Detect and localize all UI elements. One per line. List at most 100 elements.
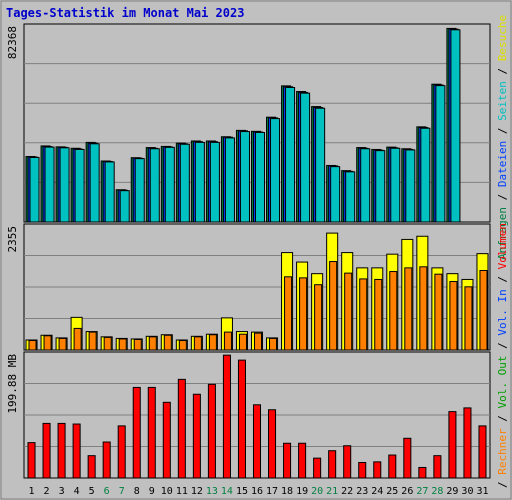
legend-entry: / (496, 269, 509, 289)
bar-seiten-day-15 (239, 131, 250, 223)
bar-seiten-day-4 (74, 148, 85, 223)
bar-seiten-day-16 (254, 131, 266, 223)
legend-entry: / (496, 61, 509, 81)
bar-seiten-day-23 (360, 148, 371, 223)
x-tick-label-day-29: 29 (446, 486, 458, 497)
bar-volumen-day-15 (237, 359, 246, 479)
x-tick-label-day-13: 13 (206, 486, 218, 497)
bar-seiten-day-6 (104, 161, 115, 223)
bar-seiten-day-11 (179, 143, 190, 223)
y-max-label-panel-2: 2355 (6, 226, 19, 253)
y-max-label-panel-1: 82368 (6, 26, 19, 59)
bar-volumen-day-18 (283, 442, 292, 479)
bar-seiten-day-28 (435, 85, 446, 223)
bar-volumen-day-8 (132, 386, 141, 479)
bar-rechner-day-20 (314, 284, 323, 351)
bar-seiten-day-2 (44, 146, 55, 223)
bar-volumen-day-13 (207, 383, 216, 479)
bar-rechner-day-7 (118, 338, 127, 351)
bar-rechner-day-24 (374, 278, 383, 351)
bar-volumen-day-29 (448, 411, 457, 479)
bar-seiten-day-7 (119, 190, 130, 223)
bar-rechner-day-6 (103, 336, 112, 351)
bar-rechner-day-26 (404, 267, 413, 351)
bar-seiten-day-24 (375, 150, 386, 223)
legend-entry: / (496, 409, 509, 429)
legend-entry: Volumen (496, 223, 509, 269)
x-tick-label-day-1: 1 (29, 486, 35, 497)
bar-seiten-day-21 (330, 166, 341, 223)
bar-seiten-day-9 (149, 148, 160, 223)
bar-volumen-day-5 (87, 455, 96, 479)
bar-volumen-day-26 (403, 437, 412, 479)
bar-rechner-day-30 (464, 286, 473, 351)
bar-rechner-day-15 (238, 333, 247, 351)
bar-volumen-day-9 (147, 386, 156, 479)
bar-rechner-day-14 (223, 331, 232, 351)
x-tick-label-day-26: 26 (401, 486, 413, 497)
bar-seiten-day-25 (390, 147, 401, 223)
right-legend-bottom: / Rechner / Vol. Out / Vol. In / Volumen (496, 223, 509, 488)
bar-rechner-day-17 (269, 337, 278, 351)
x-tick-label-day-22: 22 (341, 486, 353, 497)
legend-entry: Seiten (496, 81, 509, 121)
x-tick-label-day-7: 7 (119, 486, 125, 497)
legend-entry: Vol. In (496, 289, 509, 335)
x-tick-label-day-21: 21 (326, 486, 338, 497)
x-tick-label-day-4: 4 (74, 486, 80, 497)
x-tick-label-day-3: 3 (59, 486, 65, 497)
x-tick-label-day-5: 5 (89, 486, 95, 497)
bar-volumen-day-1 (27, 442, 36, 479)
bar-rechner-day-27 (419, 266, 428, 351)
bar-volumen-day-3 (57, 422, 66, 479)
page-title: Tages-Statistik im Monat Mai 2023 (6, 6, 245, 20)
bar-volumen-day-6 (102, 441, 111, 479)
bar-seiten-day-17 (270, 118, 281, 223)
x-tick-label-day-12: 12 (191, 486, 203, 497)
bar-seiten-day-1 (29, 156, 40, 223)
x-tick-label-day-16: 16 (251, 486, 263, 497)
x-tick-label-day-28: 28 (431, 486, 443, 497)
bar-rechner-day-12 (193, 336, 202, 351)
bar-volumen-day-4 (72, 423, 81, 479)
legend-entry: / (496, 187, 509, 207)
bar-volumen-day-27 (418, 466, 427, 479)
legend-entry: / (496, 121, 509, 141)
bar-volumen-day-7 (117, 425, 126, 479)
x-tick-label-day-8: 8 (134, 486, 140, 497)
bar-volumen-day-24 (373, 461, 382, 479)
bar-volumen-day-12 (192, 393, 201, 479)
legend-entry: Anfragen (496, 207, 509, 260)
bar-rechner-day-11 (178, 340, 187, 351)
x-tick-label-day-27: 27 (416, 486, 428, 497)
x-tick-label-day-14: 14 (221, 486, 233, 497)
bar-rechner-day-21 (329, 261, 338, 351)
bar-rechner-day-29 (449, 281, 458, 351)
bar-volumen-day-14 (222, 354, 231, 479)
bar-rechner-day-9 (148, 336, 157, 351)
bar-seiten-day-3 (59, 147, 70, 223)
x-tick-label-day-15: 15 (236, 486, 248, 497)
bar-rechner-day-8 (133, 338, 142, 351)
bar-seiten-day-5 (89, 143, 100, 223)
bar-seiten-day-26 (405, 149, 416, 223)
bar-seiten-day-19 (300, 92, 311, 223)
bar-seiten-day-12 (194, 141, 205, 223)
bar-rechner-day-23 (359, 278, 368, 351)
legend-entry: / (496, 475, 509, 488)
bar-seiten-day-27 (420, 127, 431, 223)
bar-rechner-day-13 (208, 334, 217, 351)
bar-volumen-day-30 (463, 407, 472, 479)
right-legend-top: Anfragen / Dateien / Seiten / Besuche (496, 15, 509, 260)
x-tick-label-day-6: 6 (104, 486, 110, 497)
bar-rechner-day-25 (389, 271, 398, 351)
x-tick-label-day-9: 9 (149, 486, 155, 497)
x-tick-label-day-25: 25 (386, 486, 398, 497)
bar-rechner-day-2 (43, 335, 52, 351)
x-tick-label-day-31: 31 (476, 486, 488, 497)
bar-volumen-day-19 (298, 442, 307, 479)
bar-rechner-day-16 (253, 332, 263, 351)
x-tick-label-day-2: 2 (44, 486, 50, 497)
